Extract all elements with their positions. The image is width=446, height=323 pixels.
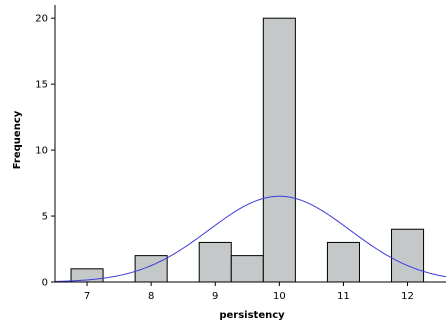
x-axis-title: persistency xyxy=(219,310,285,321)
normal-curve xyxy=(54,195,446,282)
histogram-bar xyxy=(262,17,296,283)
y-tick-label: 5 xyxy=(42,212,48,223)
axes-group: 0 5 10 15 20 7 8 9 10 11 12 xyxy=(35,5,446,302)
y-axis-title: Frequency xyxy=(12,110,23,169)
x-tick-label: 7 xyxy=(84,291,90,302)
x-tick-label: 9 xyxy=(212,291,218,302)
x-tick-label: 11 xyxy=(337,291,350,302)
y-tick-label: 20 xyxy=(35,14,48,25)
plot-area xyxy=(55,5,446,282)
histogram-bar xyxy=(326,241,360,283)
bars-group xyxy=(70,17,425,283)
histogram-bar xyxy=(391,228,425,283)
y-tick-label: 0 xyxy=(42,278,48,289)
histogram-bar xyxy=(230,255,264,283)
x-tick-label: 8 xyxy=(148,291,154,302)
y-tick-label: 15 xyxy=(35,80,48,91)
x-tick-label: 10 xyxy=(273,291,286,302)
histogram-bar xyxy=(198,241,232,283)
plot-background xyxy=(55,5,446,282)
y-tick-label: 10 xyxy=(35,146,48,157)
histogram-bar xyxy=(134,255,168,283)
x-tick-label: 12 xyxy=(401,291,414,302)
